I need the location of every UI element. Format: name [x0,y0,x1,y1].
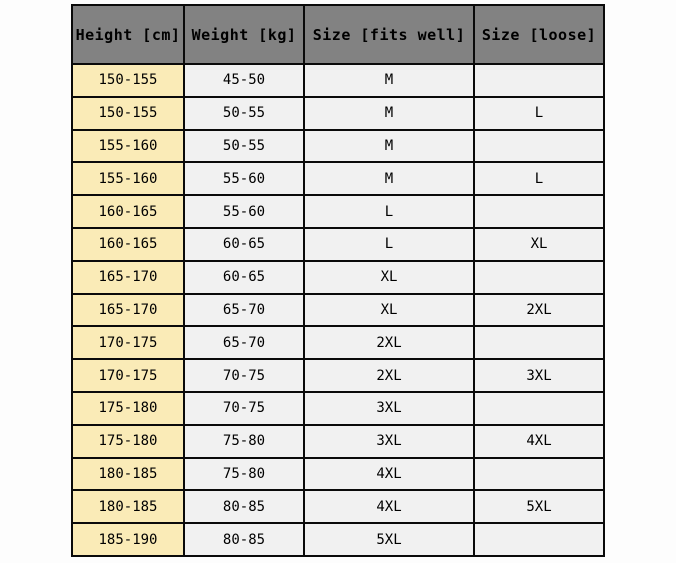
table-row: 165-170 60-65 XL [71,259,605,295]
size-loose-cell [473,194,605,229]
height-cell: 155-160 [71,128,185,164]
weight-cell: 50-55 [183,128,305,164]
header-height: Height [cm] [71,4,185,65]
weight-cell: 50-55 [183,95,305,131]
weight-cell: 80-85 [183,489,305,525]
header-row: Height [cm] Weight [kg] Size [fits well]… [71,4,605,65]
size-fits-well-cell: L [303,226,475,262]
table-row: 155-160 50-55 M [71,128,605,164]
weight-cell: 80-85 [183,522,305,557]
weight-cell: 55-60 [183,194,305,229]
weight-cell: 70-75 [183,358,305,393]
size-loose-cell [473,63,605,98]
table-row: 175-180 70-75 3XL [71,390,605,426]
size-loose-cell [473,325,605,361]
table-row: 160-165 55-60 L [71,194,605,229]
header-weight: Weight [kg] [183,4,305,65]
size-fits-well-cell: XL [303,292,475,328]
height-cell: 150-155 [71,63,185,98]
height-cell: 170-175 [71,325,185,361]
size-fits-well-cell: M [303,128,475,164]
height-cell: 165-170 [71,259,185,295]
height-cell: 175-180 [71,390,185,426]
size-fits-well-cell: 5XL [303,522,475,557]
size-fits-well-cell: 2XL [303,325,475,361]
height-cell: 160-165 [71,226,185,262]
size-fits-well-cell: XL [303,259,475,295]
table-row: 185-190 80-85 5XL [71,522,605,557]
height-cell: 180-185 [71,456,185,492]
table-row: 180-185 75-80 4XL [71,456,605,492]
weight-cell: 55-60 [183,161,305,197]
size-fits-well-cell: 4XL [303,489,475,525]
table-row: 160-165 60-65 L XL [71,226,605,262]
size-chart-body: 150-155 45-50 M 150-155 50-55 M L 155-160 50-55 M… [71,63,605,557]
weight-cell: 45-50 [183,63,305,98]
height-cell: 170-175 [71,358,185,393]
size-loose-cell [473,456,605,492]
size-loose-cell: L [473,95,605,131]
size-loose-cell [473,259,605,295]
table-row: 165-170 65-70 XL 2XL [71,292,605,328]
size-fits-well-cell: 3XL [303,390,475,426]
size-loose-cell: L [473,161,605,197]
size-fits-well-cell: 2XL [303,358,475,393]
size-chart-header: Height [cm] Weight [kg] Size [fits well]… [71,4,605,65]
header-size-fits-well: Size [fits well] [303,4,475,65]
table-row: 150-155 45-50 M [71,63,605,98]
size-fits-well-cell: M [303,161,475,197]
table-row: 155-160 55-60 M L [71,161,605,197]
size-loose-cell: 3XL [473,358,605,393]
height-cell: 155-160 [71,161,185,197]
weight-cell: 65-70 [183,292,305,328]
weight-cell: 70-75 [183,390,305,426]
size-loose-cell [473,128,605,164]
size-fits-well-cell: L [303,194,475,229]
table-row: 175-180 75-80 3XL 4XL [71,423,605,459]
size-fits-well-cell: M [303,95,475,131]
height-cell: 180-185 [71,489,185,525]
height-cell: 185-190 [71,522,185,557]
size-loose-cell: XL [473,226,605,262]
weight-cell: 65-70 [183,325,305,361]
size-loose-cell: 5XL [473,489,605,525]
height-cell: 160-165 [71,194,185,229]
table-row: 170-175 70-75 2XL 3XL [71,358,605,393]
header-size-loose: Size [loose] [473,4,605,65]
weight-cell: 75-80 [183,423,305,459]
height-cell: 175-180 [71,423,185,459]
size-loose-cell: 4XL [473,423,605,459]
weight-cell: 60-65 [183,226,305,262]
weight-cell: 75-80 [183,456,305,492]
table-row: 170-175 65-70 2XL [71,325,605,361]
size-loose-cell [473,390,605,426]
size-loose-cell: 2XL [473,292,605,328]
size-fits-well-cell: M [303,63,475,98]
size-chart-table: Height [cm] Weight [kg] Size [fits well]… [71,4,605,557]
size-fits-well-cell: 3XL [303,423,475,459]
table-row: 180-185 80-85 4XL 5XL [71,489,605,525]
weight-cell: 60-65 [183,259,305,295]
size-loose-cell [473,522,605,557]
table-row: 150-155 50-55 M L [71,95,605,131]
height-cell: 150-155 [71,95,185,131]
height-cell: 165-170 [71,292,185,328]
size-fits-well-cell: 4XL [303,456,475,492]
